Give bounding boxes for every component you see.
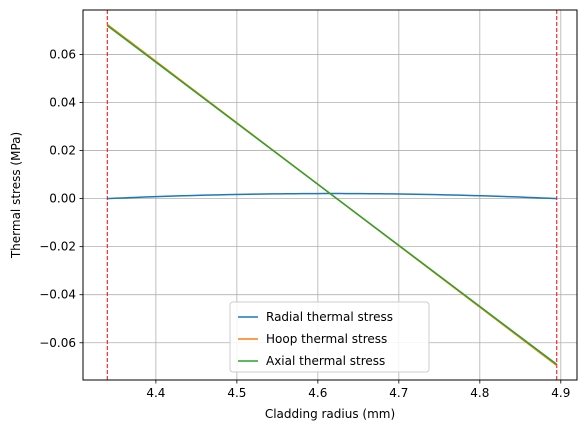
x-tick-label: 4.8 bbox=[470, 386, 489, 400]
plot-frame bbox=[82, 9, 578, 381]
x-tick-label: 4.9 bbox=[551, 386, 570, 400]
legend-label: Axial thermal stress bbox=[266, 354, 385, 368]
series-line-3 bbox=[106, 25, 558, 365]
legend-label: Radial thermal stress bbox=[266, 310, 393, 324]
legend: Radial thermal stress Hoop thermal stress… bbox=[229, 301, 430, 373]
legend-label: Hoop thermal stress bbox=[266, 332, 387, 346]
y-axis-ticks: −0.06 −0.04 −0.02 0.00 0.02 0.04 0.06 bbox=[39, 47, 83, 350]
x-tick-label: 4.5 bbox=[227, 386, 246, 400]
x-axis-label: Cladding radius (mm) bbox=[265, 407, 395, 421]
y-tick-label: 0.00 bbox=[49, 192, 76, 206]
x-tick-label: 4.6 bbox=[308, 386, 327, 400]
x-tick-label: 4.7 bbox=[389, 386, 408, 400]
y-tick-label: 0.04 bbox=[49, 96, 76, 110]
y-tick-label: 0.02 bbox=[49, 144, 76, 158]
y-tick-label: 0.06 bbox=[49, 47, 76, 61]
y-tick-label: −0.06 bbox=[39, 336, 76, 350]
boundary-lines bbox=[106, 10, 558, 380]
x-axis-ticks: 4.4 4.5 4.6 4.7 4.8 4.9 bbox=[146, 380, 570, 400]
y-tick-label: −0.04 bbox=[39, 288, 76, 302]
data-series bbox=[106, 23, 558, 367]
series-line-1 bbox=[107, 192, 557, 200]
y-tick-label: −0.02 bbox=[39, 240, 76, 254]
x-tick-label: 4.4 bbox=[146, 386, 165, 400]
legend-box bbox=[229, 301, 430, 373]
y-axis-label: Thermal stress (MPa) bbox=[9, 132, 23, 259]
